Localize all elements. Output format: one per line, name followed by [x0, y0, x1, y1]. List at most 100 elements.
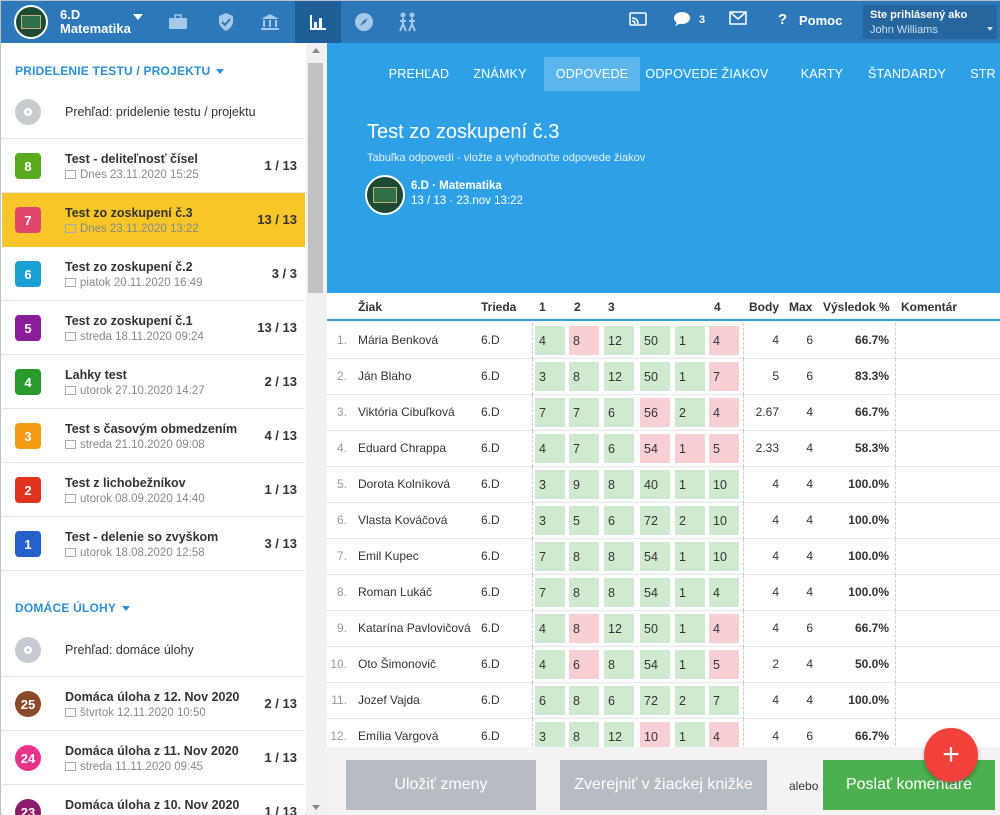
answer-input[interactable]: 10 [709, 470, 739, 499]
answer-input[interactable]: 12 [604, 614, 634, 643]
answer-input[interactable]: 8 [604, 650, 634, 679]
tests-section-heading[interactable]: PRIDELENIE TESTU / PROJEKTU [15, 64, 225, 78]
answer-input[interactable]: 4 [709, 722, 739, 751]
answer-input[interactable]: 1 [675, 362, 705, 391]
answer-input[interactable]: 1 [675, 650, 705, 679]
answer-input[interactable]: 2 [675, 398, 705, 427]
answer-input[interactable]: 2 [675, 506, 705, 535]
answer-input[interactable]: 56 [640, 398, 670, 427]
answer-input[interactable]: 8 [569, 326, 599, 355]
help-link[interactable]: Pomoc [799, 13, 843, 28]
comment-field[interactable] [899, 326, 995, 356]
scroll-up-icon[interactable] [312, 48, 320, 53]
answer-input[interactable]: 54 [640, 542, 670, 571]
answer-input[interactable]: 6 [535, 686, 565, 715]
sidebar-item[interactable]: 25 Domáca úloha z 12. Nov 2020 štvrtok 12.… [2, 677, 305, 731]
answer-input[interactable]: 3 [535, 722, 565, 751]
briefcase-icon[interactable] [155, 1, 201, 43]
student-name[interactable]: Vlasta Kováčová [358, 513, 448, 527]
answer-input[interactable]: 3 [535, 362, 565, 391]
student-name[interactable]: Viktória Cibuľková [358, 405, 455, 419]
answer-input[interactable]: 6 [604, 398, 634, 427]
user-menu-caret-icon[interactable] [987, 27, 993, 31]
answer-input[interactable]: 8 [604, 578, 634, 607]
comment-field[interactable] [899, 506, 995, 536]
class-name[interactable]: 6.D [60, 7, 81, 22]
col-class[interactable]: Trieda [481, 300, 517, 314]
add-fab-button[interactable]: + [924, 728, 978, 782]
answer-input[interactable]: 7 [709, 686, 739, 715]
answer-input[interactable]: 40 [640, 470, 670, 499]
answer-input[interactable]: 9 [569, 470, 599, 499]
shield-icon[interactable] [203, 1, 249, 43]
answer-input[interactable]: 7 [535, 398, 565, 427]
answer-input[interactable]: 8 [569, 614, 599, 643]
student-name[interactable]: Eduard Chrappa [358, 441, 447, 455]
answer-input[interactable]: 50 [640, 326, 670, 355]
class-dropdown-caret-icon[interactable] [133, 14, 143, 20]
compass-icon[interactable] [341, 1, 387, 43]
sidebar-item[interactable]: 1 Test - delenie so zvyškom utorok 18.08.2… [2, 517, 305, 571]
comment-field[interactable] [899, 398, 995, 428]
sidebar-item-tests-overview[interactable]: Prehľad: pridelenie testu / projektu [2, 85, 305, 139]
sidebar-item[interactable]: 8 Test - deliteľnosť čísel Dnes 23.11.2020… [2, 139, 305, 193]
answer-input[interactable]: 12 [604, 722, 634, 751]
sidebar-item[interactable]: 2 Test z lichobežníkov utorok 08.09.2020 1… [2, 463, 305, 517]
comment-field[interactable] [899, 578, 995, 608]
answer-input[interactable]: 54 [640, 650, 670, 679]
answer-input[interactable]: 50 [640, 362, 670, 391]
mail-icon[interactable] [729, 11, 747, 29]
comment-field[interactable] [899, 542, 995, 572]
save-button[interactable]: Uložiť zmeny [346, 760, 536, 810]
answer-input[interactable]: 8 [569, 542, 599, 571]
comment-field[interactable] [899, 362, 995, 392]
answer-input[interactable]: 8 [569, 686, 599, 715]
class-avatar[interactable] [14, 5, 48, 39]
homework-section-heading[interactable]: DOMÁCE ÚLOHY [15, 601, 131, 615]
answer-input[interactable]: 50 [640, 614, 670, 643]
answer-input[interactable]: 8 [604, 470, 634, 499]
comment-field[interactable] [899, 650, 995, 680]
answer-input[interactable]: 12 [604, 362, 634, 391]
class-subject[interactable]: Matematika [60, 21, 131, 36]
school-icon[interactable] [247, 1, 293, 43]
answer-input[interactable]: 1 [675, 326, 705, 355]
answer-input[interactable]: 4 [709, 326, 739, 355]
answer-input[interactable]: 1 [675, 722, 705, 751]
answer-input[interactable]: 6 [604, 506, 634, 535]
answer-input[interactable]: 5 [709, 434, 739, 463]
answer-input[interactable]: 4 [709, 578, 739, 607]
tab-3[interactable]: ODPOVEDE ŽIAKOV [645, 67, 769, 81]
answer-input[interactable]: 54 [640, 578, 670, 607]
answer-input[interactable]: 1 [675, 578, 705, 607]
answer-input[interactable]: 8 [604, 542, 634, 571]
answer-input[interactable]: 4 [535, 326, 565, 355]
answer-input[interactable]: 7 [569, 434, 599, 463]
answer-input[interactable]: 4 [535, 614, 565, 643]
answer-input[interactable]: 1 [675, 614, 705, 643]
answer-input[interactable]: 8 [569, 578, 599, 607]
help-icon[interactable]: ? [778, 11, 788, 28]
student-name[interactable]: Oto Šimonovič [358, 657, 437, 671]
sidebar-item[interactable]: 7 Test zo zoskupení č.3 Dnes 23.11.2020 13… [2, 193, 305, 247]
comment-field[interactable] [899, 686, 995, 716]
answer-input[interactable]: 1 [675, 434, 705, 463]
answer-input[interactable]: 12 [604, 326, 634, 355]
answer-input[interactable]: 54 [640, 434, 670, 463]
answer-input[interactable]: 1 [675, 542, 705, 571]
sidebar-item[interactable]: 24 Domáca úloha z 11. Nov 2020 streda 11.1… [2, 731, 305, 785]
answer-input[interactable]: 10 [709, 506, 739, 535]
sidebar-scrollbar[interactable] [306, 43, 327, 815]
publish-button[interactable]: Zverejniť v žiackej knižke [560, 760, 767, 810]
answer-input[interactable]: 4 [709, 398, 739, 427]
scrollbar-thumb[interactable] [308, 63, 323, 293]
student-name[interactable]: Jozef Vajda [358, 693, 420, 707]
user-menu[interactable]: Ste prihlásený ako John Williams [863, 5, 997, 39]
tab-5[interactable]: ŠTANDARDY [868, 67, 946, 81]
answer-input[interactable]: 7 [535, 578, 565, 607]
student-name[interactable]: Ján Blaho [358, 369, 412, 383]
sidebar-item[interactable]: 4 Lahky test utorok 27.10.2020 14:27 2 / 13 [2, 355, 305, 409]
student-name[interactable]: Dorota Kolníková [358, 477, 451, 491]
comment-field[interactable] [899, 470, 995, 500]
tab-1[interactable]: ZNÁMKY [473, 67, 527, 81]
